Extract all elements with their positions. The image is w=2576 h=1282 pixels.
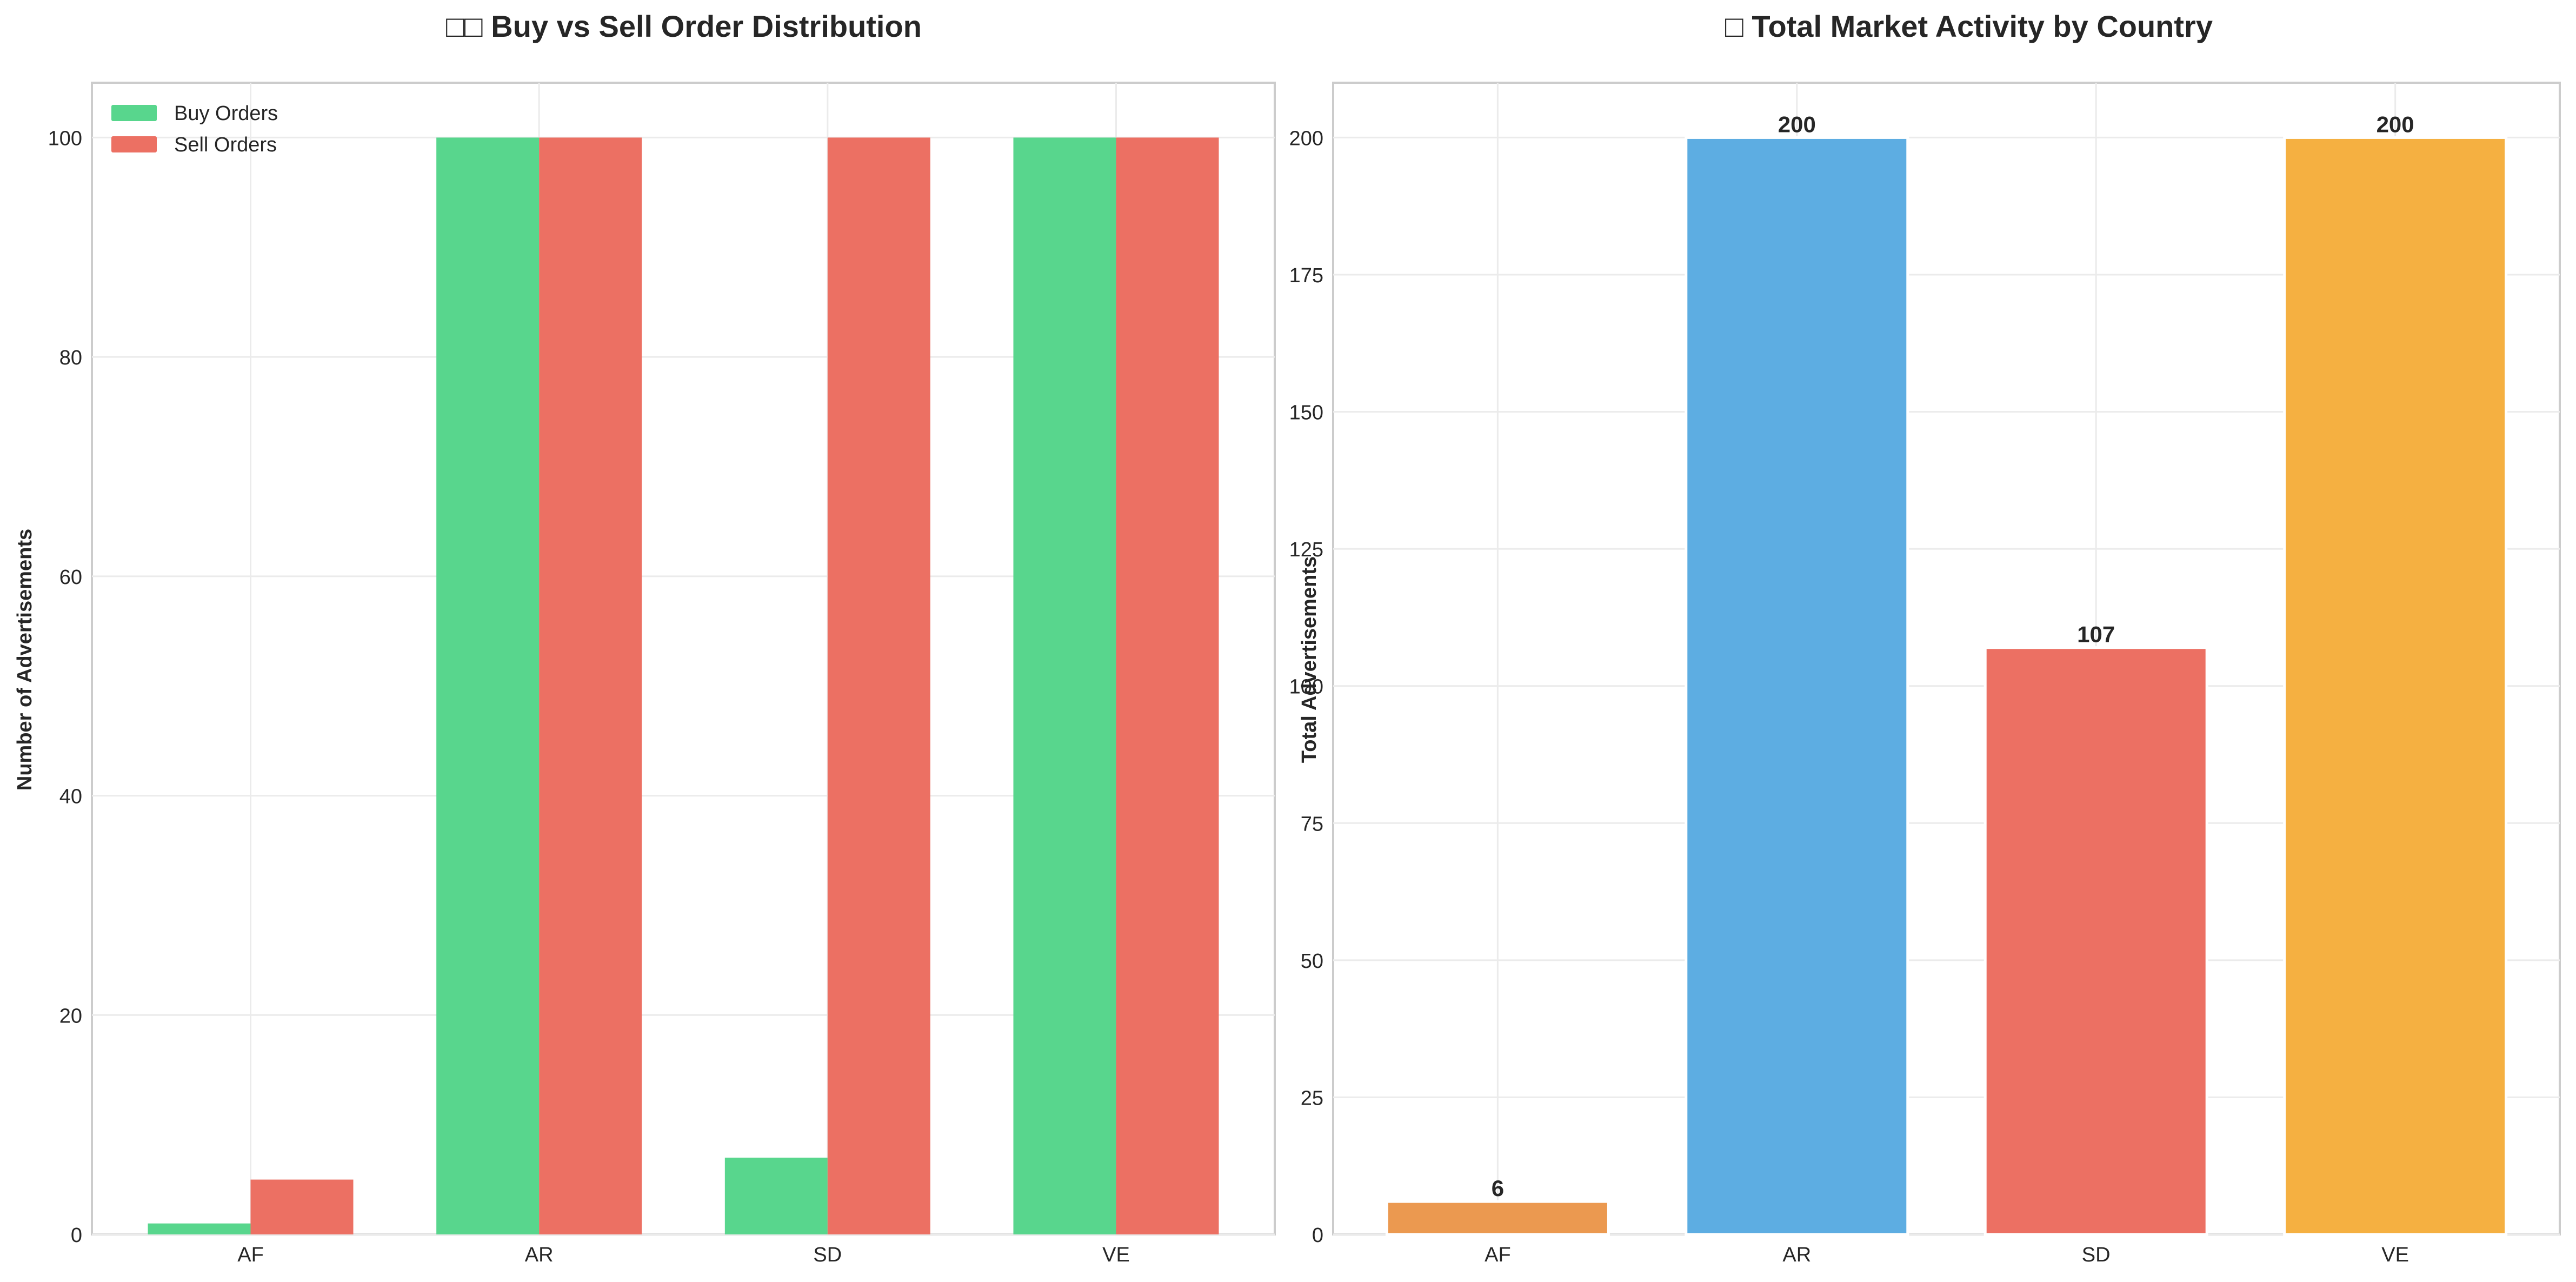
x-tick-label: AR bbox=[1782, 1244, 1811, 1266]
chart-title: □□ Buy vs Sell Order Distribution bbox=[446, 9, 922, 43]
bar-af bbox=[1385, 1200, 1610, 1236]
x-ticks: AF AR SD VE bbox=[1485, 1244, 2409, 1266]
x-tick-label: AF bbox=[237, 1244, 264, 1266]
legend-swatch-sell bbox=[111, 136, 157, 152]
y-tick-label: 80 bbox=[59, 347, 82, 369]
x-tick-label: VE bbox=[1102, 1244, 1130, 1266]
y-tick-label: 0 bbox=[1312, 1224, 1323, 1247]
y-tick-label: 0 bbox=[71, 1224, 82, 1247]
data-label-ve: 200 bbox=[2377, 111, 2414, 137]
y-ticks: 0 25 50 75 100 125 150 175 200 bbox=[1289, 127, 1323, 1247]
y-tick-label: 60 bbox=[59, 566, 82, 589]
y-tick-label: 20 bbox=[59, 1005, 82, 1027]
data-label-af: 6 bbox=[1492, 1175, 1504, 1201]
data-label-sd: 107 bbox=[2077, 622, 2115, 647]
bar-sell-orders-ve bbox=[1116, 137, 1219, 1234]
data-label-ar: 200 bbox=[1778, 111, 1816, 137]
bar-sell-orders-af bbox=[250, 1179, 354, 1234]
y-tick-label: 75 bbox=[1301, 813, 1323, 835]
y-tick-label: 150 bbox=[1289, 402, 1323, 424]
legend-label-buy: Buy Orders bbox=[174, 102, 278, 125]
y-axis-label: Number of Advertisements bbox=[14, 529, 36, 791]
y-tick-label: 100 bbox=[1289, 676, 1323, 699]
bars bbox=[1385, 136, 2508, 1236]
bar-sd bbox=[1983, 646, 2208, 1236]
bars bbox=[148, 137, 1219, 1234]
bar-ve bbox=[2283, 136, 2508, 1236]
market-activity-chart: □ Total Market Activity by Country 0 25 50… bbox=[1289, 9, 2561, 1266]
x-tick-label: AR bbox=[525, 1244, 554, 1266]
y-tick-label: 50 bbox=[1301, 950, 1323, 973]
x-ticks: AF AR SD VE bbox=[237, 1244, 1130, 1266]
bar-ar bbox=[1685, 136, 1909, 1236]
y-ticks: 0 20 40 60 80 100 bbox=[48, 127, 82, 1247]
bar-buy-orders-sd bbox=[724, 1158, 828, 1234]
y-tick-label: 40 bbox=[59, 786, 82, 808]
legend-label-sell: Sell Orders bbox=[174, 134, 277, 156]
x-tick-label: SD bbox=[2082, 1244, 2111, 1266]
x-tick-label: AF bbox=[1485, 1244, 1511, 1266]
data-labels: 6 200 107 200 bbox=[1492, 111, 2414, 1201]
bar-sell-orders-sd bbox=[827, 137, 930, 1234]
bar-buy-orders-ar bbox=[436, 137, 540, 1234]
y-tick-label: 175 bbox=[1289, 264, 1323, 287]
y-axis-label: Total Advertisements bbox=[1298, 556, 1321, 763]
x-tick-label: VE bbox=[2381, 1244, 2409, 1266]
y-tick-label: 125 bbox=[1289, 539, 1323, 561]
legend-swatch-buy bbox=[111, 105, 157, 121]
x-tick-label: SD bbox=[813, 1244, 842, 1266]
buy-vs-sell-chart: □□ Buy vs Sell Order Distribution 0 20 40 6… bbox=[14, 9, 1276, 1266]
bar-buy-orders-af bbox=[148, 1223, 251, 1234]
y-tick-label: 100 bbox=[48, 127, 82, 150]
y-tick-label: 200 bbox=[1289, 127, 1323, 150]
chart-title: □ Total Market Activity by Country bbox=[1725, 9, 2213, 43]
y-tick-label: 25 bbox=[1301, 1087, 1323, 1110]
bar-buy-orders-ve bbox=[1013, 137, 1116, 1234]
legend: Buy Orders Sell Orders bbox=[111, 102, 278, 156]
bar-sell-orders-ar bbox=[539, 137, 642, 1234]
